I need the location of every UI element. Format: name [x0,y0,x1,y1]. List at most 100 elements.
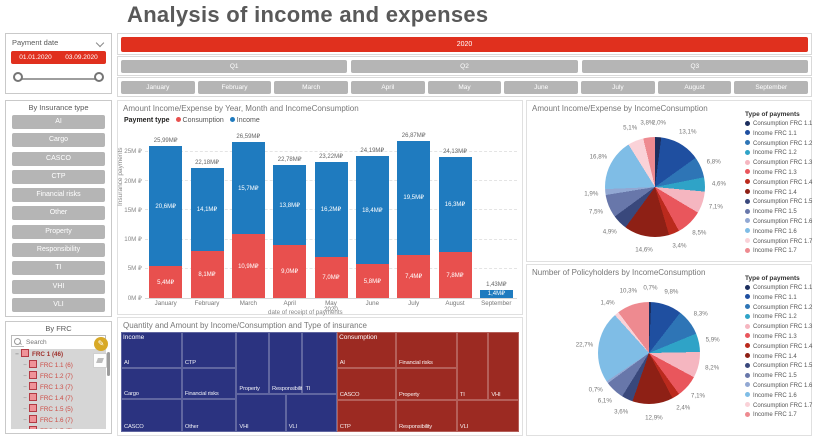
slider-handle-left[interactable] [13,72,23,82]
expander-icon[interactable]: − [15,351,19,358]
treemap-cell-income-casco[interactable]: CASCO [121,399,182,432]
treemap-cell-income-other[interactable]: Other [181,399,237,432]
quarter-button-q1[interactable]: Q1 [121,60,348,73]
treemap-cell-income-financial-risks[interactable]: Financial risks [181,368,237,399]
treemap-cell-income-cargo[interactable]: Cargo [121,368,182,399]
frc-tree-item[interactable]: − FRC 1 (46) [11,349,106,360]
bar-segment-income-march[interactable]: 15,7M₽ [231,142,265,235]
month-button-january[interactable]: January [121,81,195,94]
insurance-button-vli[interactable]: VLI [12,297,105,312]
end-date-field[interactable]: 03.09.2020 [57,51,106,64]
expander-icon[interactable]: − [23,395,27,402]
treemap-cell-consumption-vhi[interactable]: VHI [488,332,519,400]
checkbox-icon[interactable] [29,371,37,379]
treemap-cell-income-ctp[interactable]: CTP [181,332,237,368]
frc-tree-item[interactable]: − FRC 1.2 (7) [11,371,106,382]
pie-legend-dot [745,392,750,398]
bar-segment-consumption-june[interactable]: 5,8M₽ [355,264,389,298]
frc-tree-item[interactable]: − FRC 1.5 (5) [11,404,106,415]
quarter-button-q2[interactable]: Q2 [351,60,578,73]
checkbox-icon[interactable] [29,382,37,390]
treemap-cell-income-vhi[interactable]: VHI [236,394,286,432]
pie-chart-amount[interactable] [605,137,705,237]
expander-icon[interactable]: − [23,362,27,369]
checkbox-icon[interactable] [29,415,37,423]
frc-tree-item[interactable]: − FRC 1.4 (7) [11,393,106,404]
insurance-button-ctp[interactable]: CTP [12,169,105,184]
treemap-cell-income-ai[interactable]: AI [121,332,182,368]
year-button-2020[interactable]: 2020 [121,37,808,52]
checkbox-icon[interactable] [29,393,37,401]
month-button-august[interactable]: August [657,81,732,94]
insurance-button-responsibility[interactable]: Responsibility [12,243,105,258]
expander-icon[interactable]: − [23,406,27,413]
treemap-cell-income-property[interactable]: Property [236,332,270,394]
month-button-june[interactable]: June [504,81,579,94]
expander-icon[interactable]: − [23,417,27,424]
month-button-may[interactable]: May [427,81,502,94]
bar-segment-income-april[interactable]: 13,8M₽ [273,164,307,246]
checkbox-icon[interactable] [29,360,37,368]
bar-segment-consumption-january[interactable]: 5,4M₽ [149,266,183,298]
bar-segment-consumption-march[interactable]: 10,9M₽ [231,234,265,298]
bar-segment-consumption-august[interactable]: 7,8M₽ [438,252,472,298]
insurance-button-financial-risks[interactable]: Financial risks [12,188,105,203]
date-range-slider[interactable] [18,78,99,80]
frc-tree-item[interactable]: − FRC 1.6 (7) [11,415,106,426]
insurance-button-cargo[interactable]: Cargo [12,133,105,148]
edit-pencil-button[interactable]: ✎ [94,337,108,351]
pie-legend-item: Income FRC 1.5 [745,208,812,218]
treemap-cell-consumption-ti[interactable]: TI [456,332,489,400]
insurance-button-ai[interactable]: AI [12,115,105,129]
slider-handle-right[interactable] [94,72,104,82]
month-button-february[interactable]: February [197,81,272,94]
treemap-cell-consumption-financial-risks[interactable]: Financial risks [396,332,457,368]
treemap-cell-consumption-casco[interactable]: CASCO [336,368,396,400]
insurance-button-vhi[interactable]: VHI [12,279,105,294]
bar-segment-income-august[interactable]: 16,3M₽ [438,157,472,253]
chevron-down-icon[interactable] [95,38,105,48]
month-button-july[interactable]: July [581,81,655,94]
bar-segment-income-june[interactable]: 18,4M₽ [355,156,389,265]
treemap-cell-consumption-responsibility[interactable]: Responsibility [396,400,457,432]
eraser-icon[interactable] [93,353,107,368]
insurance-button-ti[interactable]: TI [12,261,105,276]
treemap-cell-consumption-ai[interactable]: AI [336,332,396,368]
expander-icon[interactable]: − [21,426,29,429]
checkbox-icon[interactable] [29,404,37,412]
treemap-cell-income-responsibility[interactable]: Responsibility [269,332,305,394]
frc-tree-item[interactable]: − FRC 1.1 (6) [11,360,106,371]
quarter-button-q3[interactable]: Q3 [581,60,808,73]
bar-segment-consumption-may[interactable]: 7,0M₽ [314,257,348,298]
treemap-cell-income-vli[interactable]: VLI [285,394,337,432]
bar-segment-income-may[interactable]: 16,2M₽ [314,162,348,258]
checkbox-icon[interactable] [21,349,29,357]
treemap-cell-consumption-ctp[interactable]: CTP [336,400,396,432]
insurance-button-other[interactable]: Other [12,206,105,221]
bar-segment-income-january[interactable]: 20,6M₽ [149,145,183,267]
bar-segment-income-february[interactable]: 14,1M₽ [190,168,224,251]
start-date-field[interactable]: 01.01.2020 [11,51,60,64]
bar-segment-income-september[interactable]: 1,4M₽ [479,289,513,298]
insurance-button-property[interactable]: Property [12,224,105,239]
bar-segment-consumption-april[interactable]: 9,0M₽ [273,245,307,298]
pie-legend-item: Consumption FRC 1.3 [745,159,812,169]
insurance-button-casco[interactable]: CASCO [12,151,105,166]
search-input[interactable] [24,336,98,348]
month-button-march[interactable]: March [274,81,349,94]
expander-icon[interactable]: − [23,373,27,380]
bar-segment-consumption-july[interactable]: 7,4M₽ [397,254,431,298]
checkbox-icon[interactable] [29,426,37,429]
month-button-april[interactable]: April [351,81,425,94]
expander-icon[interactable]: − [23,384,27,391]
month-button-september[interactable]: September [734,81,809,94]
bar-segment-income-july[interactable]: 19,5M₽ [397,140,431,255]
frc-tree-item[interactable]: − FRC 1.7 (7) [11,426,106,429]
bar-segment-consumption-february[interactable]: 8,1M₽ [190,250,224,298]
pie-chart-policyholders[interactable] [598,302,700,404]
treemap-cell-income-ti[interactable]: TI [302,332,337,394]
frc-tree-item[interactable]: − FRC 1.3 (7) [11,382,106,393]
treemap-cell-consumption-property[interactable]: Property [396,368,457,400]
frc-scrollbar[interactable] [107,352,110,376]
treemap-cell-consumption-vli[interactable]: VLI [456,400,519,432]
